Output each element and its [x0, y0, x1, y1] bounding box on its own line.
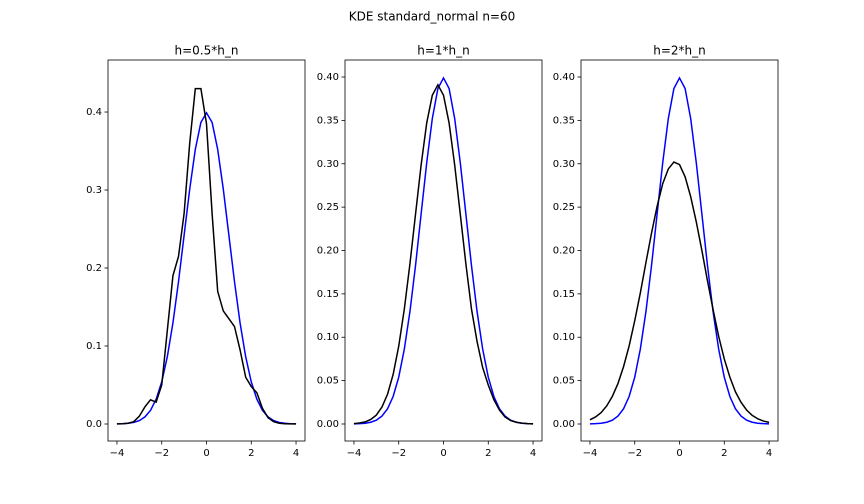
- axes-frame: [344, 59, 543, 442]
- axes-title: h=2*h_n: [653, 44, 706, 58]
- kde-line: [589, 161, 770, 424]
- x-tick-label: 4: [766, 448, 772, 459]
- axes-frame: [107, 59, 306, 442]
- x-tick-label: 2: [248, 448, 254, 459]
- y-tick-label: 0.40: [317, 72, 339, 83]
- axes-title: h=1*h_n: [417, 44, 470, 58]
- y-tick-label: 0.3: [86, 185, 102, 196]
- y-tick-label: 0.35: [553, 115, 575, 126]
- y-tick-label: 0.0: [86, 419, 102, 430]
- x-tick-label: −2: [154, 448, 169, 459]
- y-tick-label: 0.35: [317, 115, 339, 126]
- x-tick-label: 2: [721, 448, 727, 459]
- x-tick-label: −2: [627, 448, 642, 459]
- x-tick-label: 0: [676, 448, 682, 459]
- x-tick-label: 4: [530, 448, 536, 459]
- x-tick-label: −2: [391, 448, 406, 459]
- y-tick-label: 0.10: [553, 332, 575, 343]
- x-tick-label: −4: [583, 448, 598, 459]
- y-tick-label: 0.00: [553, 419, 575, 430]
- y-tick-label: 0.00: [317, 419, 339, 430]
- y-tick-label: 0.10: [317, 332, 339, 343]
- kde-line: [589, 76, 770, 425]
- x-tick-label: −4: [347, 448, 362, 459]
- axes-title: h=0.5*h_n: [175, 44, 239, 58]
- x-tick-label: 4: [293, 448, 299, 459]
- axes-frame: [580, 59, 779, 442]
- y-tick-label: 0.20: [553, 246, 575, 257]
- kde-line: [353, 83, 534, 425]
- y-tick-label: 0.25: [553, 202, 575, 213]
- x-tick-label: 0: [440, 448, 446, 459]
- y-tick-label: 0.20: [317, 246, 339, 257]
- y-tick-label: 0.15: [317, 289, 339, 300]
- y-tick-label: 0.15: [553, 289, 575, 300]
- y-tick-label: 0.30: [553, 159, 575, 170]
- x-tick-label: −4: [110, 448, 125, 459]
- y-tick-label: 0.05: [553, 376, 575, 387]
- y-tick-label: 0.2: [86, 263, 102, 274]
- y-tick-label: 0.05: [317, 376, 339, 387]
- figure-title: KDE standard_normal n=60: [349, 10, 516, 24]
- y-tick-label: 0.4: [86, 107, 102, 118]
- y-tick-label: 0.30: [317, 159, 339, 170]
- x-tick-label: 0: [203, 448, 209, 459]
- kde-line: [116, 87, 297, 425]
- y-tick-label: 0.1: [86, 341, 102, 352]
- x-tick-label: 2: [485, 448, 491, 459]
- y-tick-label: 0.25: [317, 202, 339, 213]
- y-tick-label: 0.40: [553, 72, 575, 83]
